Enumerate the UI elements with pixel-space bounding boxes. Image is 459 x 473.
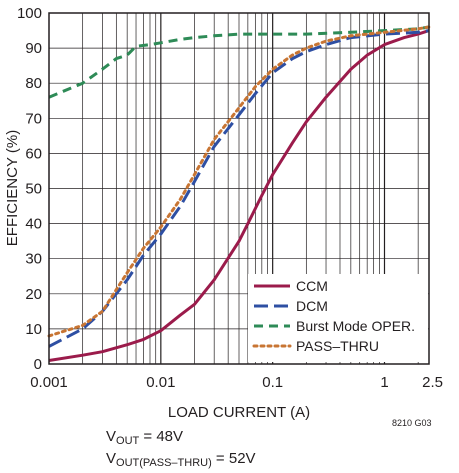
y-tick-label: 90	[25, 40, 42, 57]
x-tick-label: 2.5	[422, 374, 443, 391]
pass-thru-subscript: OUT(PASS–THRU)	[116, 457, 212, 469]
x-tick-label: 0.001	[30, 374, 68, 391]
y-tick-label: 40	[25, 216, 42, 233]
y-tick-label: 60	[25, 145, 42, 162]
legend-label-0: CCM	[296, 278, 328, 294]
tick-labels: 0 10 20 30 40 50 60 70 80 90 100 0.001 0.01 0.1 1 2.5	[17, 5, 443, 391]
legend-label-2: Burst Mode OPER.	[296, 318, 415, 334]
x-tick-label: 1	[380, 374, 388, 391]
y-tick-label: 30	[25, 251, 42, 268]
y-tick-label: 80	[25, 75, 42, 92]
vout-subscript: OUT	[116, 435, 140, 447]
legend: CCM DCM Burst Mode OPER. PASS–THRU	[252, 278, 415, 354]
x-tick-label: 0.01	[146, 374, 175, 391]
y-tick-label: 100	[17, 5, 42, 22]
series-line-1	[48, 29, 430, 348]
plot-frame	[48, 12, 430, 365]
y-tick-label: 0	[34, 356, 42, 373]
series-line-2	[48, 25, 430, 99]
pass-thru-value: = 52V	[211, 450, 256, 467]
series-line-0	[48, 29, 430, 362]
pass-thru-prefix: V	[106, 450, 117, 467]
y-tick-label: 70	[25, 110, 42, 127]
y-axis-label: EFFICIENCY (%)	[4, 130, 21, 246]
vout-prefix: V	[106, 428, 117, 445]
vout-value: = 48V	[139, 428, 184, 445]
vout-condition: VOUT = 48V	[106, 428, 183, 447]
y-tick-label: 50	[25, 181, 42, 198]
legend-label-3: PASS–THRU	[296, 338, 379, 354]
x-tick-label: 0.1	[262, 374, 283, 391]
legend-label-1: DCM	[296, 298, 328, 314]
efficiency-chart: CCM DCM Burst Mode OPER. PASS–THRU 0 10 20 30 4…	[4, 5, 443, 421]
x-axis-label: LOAD CURRENT (A)	[168, 404, 310, 421]
series-lines	[47, 25, 431, 362]
y-tick-label: 20	[25, 286, 42, 303]
y-tick-label: 10	[25, 321, 42, 338]
pass-thru-condition: VOUT(PASS–THRU) = 52V	[106, 450, 256, 469]
figure-code: 8210 G03	[392, 418, 432, 428]
series-line-3	[47, 25, 431, 338]
